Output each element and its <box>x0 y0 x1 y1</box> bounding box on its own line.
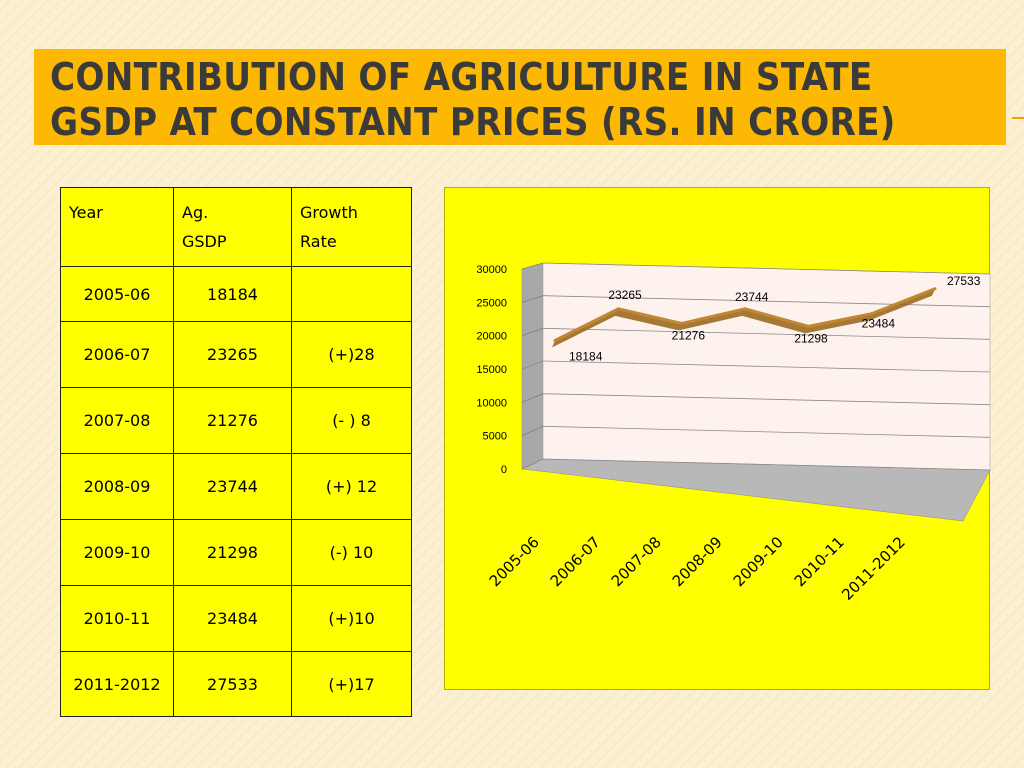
data-point <box>743 307 747 311</box>
gridline <box>542 295 991 308</box>
gridline <box>542 425 991 438</box>
gridline <box>542 327 991 340</box>
decorative-accent-line <box>1012 117 1024 119</box>
table-row: 2011-2012 27533 (+)17 <box>60 651 412 717</box>
data-label: 23265 <box>608 288 642 302</box>
cell-gsdp: 23265 <box>173 321 292 388</box>
data-label: 21276 <box>672 328 706 342</box>
line-chart-3d: 0 5000 10000 15000 20000 25000 30000 18184 23265… <box>476 262 991 604</box>
y-tick-label: 30000 <box>476 264 507 276</box>
header-text: Growth <box>300 203 358 222</box>
table-row: 2007-08 21276 (- ) 8 <box>60 387 412 454</box>
x-tick-label: 2008-09 <box>669 533 726 590</box>
title-bar: Contribution of agriculture in state GSD… <box>34 49 1006 145</box>
cell-growth <box>291 266 412 322</box>
header-text: Year <box>69 203 103 222</box>
cell-year: 2009-10 <box>60 519 174 586</box>
table-row: 2005-06 18184 <box>60 266 412 322</box>
gridline <box>542 262 991 275</box>
cell-gsdp: 27533 <box>173 651 292 717</box>
gsdp-table: Year Ag. GSDP Growth Rate 2005-06 18184 2006… <box>60 187 412 717</box>
data-point <box>553 338 557 342</box>
data-point <box>680 321 684 325</box>
header-text: Ag. <box>182 203 209 222</box>
header-ag-gsdp: Ag. GSDP <box>173 187 292 267</box>
y-tick-label: 15000 <box>476 364 507 376</box>
side-gridline <box>521 458 544 470</box>
cell-growth: (+)10 <box>291 585 412 652</box>
y-tick-label: 0 <box>501 464 507 476</box>
data-point <box>870 312 874 316</box>
x-tick-label: 2010-11 <box>791 533 848 590</box>
table-row: 2008-09 23744 (+) 12 <box>60 453 412 520</box>
side-wall <box>521 262 544 470</box>
gridline <box>542 458 991 471</box>
slide-title: Contribution of agriculture in state GSD… <box>50 55 896 144</box>
data-label: 18184 <box>569 349 603 363</box>
y-tick-label: 20000 <box>476 331 507 343</box>
side-gridline <box>521 393 544 403</box>
side-gridline <box>521 426 544 436</box>
data-point <box>616 307 620 311</box>
cell-gsdp: 21276 <box>173 387 292 454</box>
cell-year: 2007-08 <box>60 387 174 454</box>
table-row: 2010-11 23484 (+)10 <box>60 585 412 652</box>
cell-gsdp: 21298 <box>173 519 292 586</box>
x-tick-label: 2009-10 <box>730 533 787 590</box>
x-tick-label: 2005-06 <box>486 533 543 590</box>
data-label: 23744 <box>735 290 769 304</box>
data-point <box>806 324 810 328</box>
data-label: 27533 <box>947 274 981 288</box>
header-text: Rate <box>300 232 337 251</box>
chart-container: 0 5000 10000 15000 20000 25000 30000 18184 23265… <box>444 187 991 690</box>
header-year: Year <box>60 187 174 267</box>
table-row: 2006-07 23265 (+)28 <box>60 321 412 388</box>
cell-year: 2010-11 <box>60 585 174 652</box>
data-point <box>933 287 937 291</box>
table-header-row: Year Ag. GSDP Growth Rate <box>60 187 412 267</box>
cell-growth: (+)17 <box>291 651 412 717</box>
data-label: 23484 <box>862 317 896 331</box>
cell-growth: (+)28 <box>291 321 412 388</box>
cell-year: 2008-09 <box>60 453 174 520</box>
cell-growth: (- ) 8 <box>291 387 412 454</box>
side-gridline <box>521 328 544 336</box>
side-gridline <box>521 295 544 303</box>
cell-year: 2011-2012 <box>60 651 174 717</box>
cell-growth: (+) 12 <box>291 453 412 520</box>
header-text: GSDP <box>182 232 227 251</box>
cell-year: 2005-06 <box>60 266 174 322</box>
cell-gsdp: 23744 <box>173 453 292 520</box>
x-tick-label: 2006-07 <box>547 533 604 590</box>
cell-growth: (-) 10 <box>291 519 412 586</box>
header-growth-rate: Growth Rate <box>291 187 412 267</box>
gridline <box>542 360 991 373</box>
x-tick-label: 2011-2012 <box>838 533 909 604</box>
x-tick-label: 2007-08 <box>608 533 665 590</box>
table-row: 2009-10 21298 (-) 10 <box>60 519 412 586</box>
series-ribbon-shadow <box>552 288 935 348</box>
gridline <box>542 393 991 406</box>
y-tick-label: 10000 <box>476 397 507 409</box>
cell-gsdp: 18184 <box>173 266 292 322</box>
cell-year: 2006-07 <box>60 321 174 388</box>
data-label: 21298 <box>794 331 828 345</box>
y-tick-label: 25000 <box>476 297 507 309</box>
cell-gsdp: 23484 <box>173 585 292 652</box>
y-tick-label: 5000 <box>483 431 507 443</box>
side-gridline <box>521 262 544 270</box>
side-gridline <box>521 360 544 370</box>
